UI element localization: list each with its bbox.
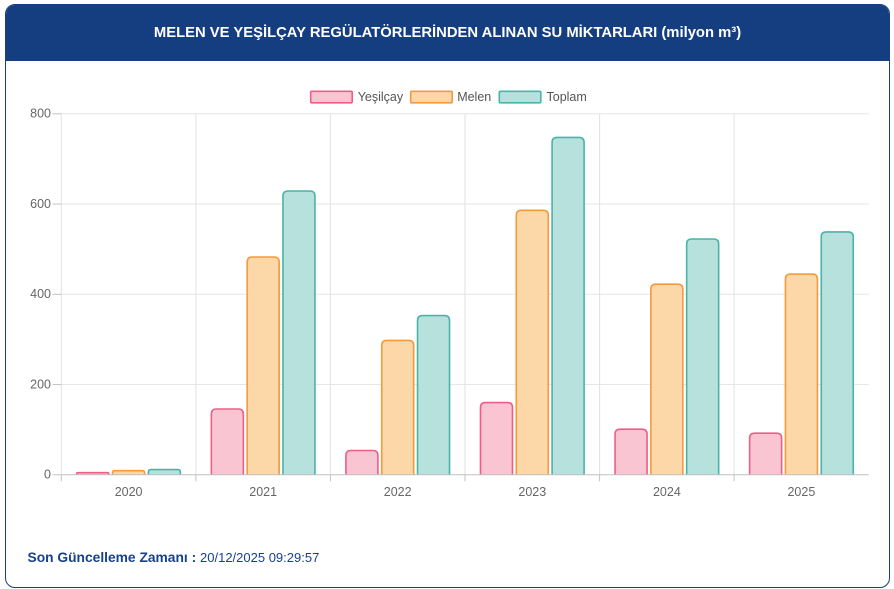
svg-text:2020: 2020 <box>115 485 143 499</box>
svg-text:2025: 2025 <box>787 485 815 499</box>
svg-text:400: 400 <box>30 287 51 301</box>
svg-text:0: 0 <box>44 468 51 482</box>
svg-text:Melen: Melen <box>457 90 491 104</box>
svg-text:800: 800 <box>30 107 51 121</box>
svg-text:2023: 2023 <box>518 485 546 499</box>
svg-text:200: 200 <box>30 377 51 391</box>
svg-text:Yeşilçay: Yeşilçay <box>358 90 404 104</box>
svg-text:600: 600 <box>30 197 51 211</box>
svg-text:2022: 2022 <box>384 485 412 499</box>
svg-text:2024: 2024 <box>653 485 681 499</box>
svg-text:Toplam: Toplam <box>547 90 587 104</box>
svg-text:2021: 2021 <box>249 485 277 499</box>
